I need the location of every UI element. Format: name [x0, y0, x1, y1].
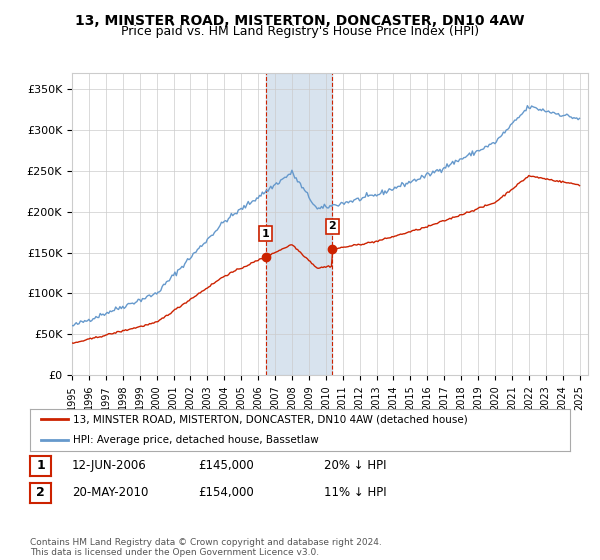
Text: HPI: Average price, detached house, Bassetlaw: HPI: Average price, detached house, Bass… [73, 435, 319, 445]
Text: 13, MINSTER ROAD, MISTERTON, DONCASTER, DN10 4AW: 13, MINSTER ROAD, MISTERTON, DONCASTER, … [75, 14, 525, 28]
Text: £145,000: £145,000 [198, 459, 254, 473]
Bar [266, 73, 332, 375]
Text: 1: 1 [262, 228, 269, 239]
Text: 20% ↓ HPI: 20% ↓ HPI [324, 459, 386, 473]
Text: 12-JUN-2006: 12-JUN-2006 [72, 459, 147, 473]
Text: £154,000: £154,000 [198, 486, 254, 500]
Text: 2: 2 [36, 486, 45, 500]
Text: 20-MAY-2010: 20-MAY-2010 [72, 486, 148, 500]
Text: Price paid vs. HM Land Registry's House Price Index (HPI): Price paid vs. HM Land Registry's House … [121, 25, 479, 38]
Text: 1: 1 [36, 459, 45, 473]
Text: 2: 2 [328, 221, 336, 231]
Text: Contains HM Land Registry data © Crown copyright and database right 2024.
This d: Contains HM Land Registry data © Crown c… [30, 538, 382, 557]
Text: 11% ↓ HPI: 11% ↓ HPI [324, 486, 386, 500]
Text: 13, MINSTER ROAD, MISTERTON, DONCASTER, DN10 4AW (detached house): 13, MINSTER ROAD, MISTERTON, DONCASTER, … [73, 414, 468, 424]
